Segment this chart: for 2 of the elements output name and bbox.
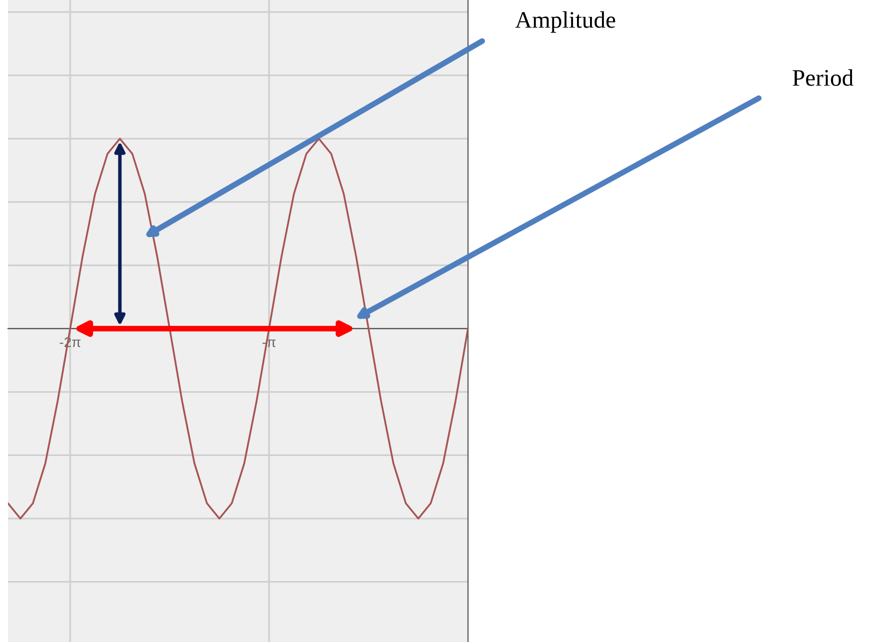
- text: Amplitude: [515, 11, 616, 33]
- text: Period: [792, 69, 854, 86]
